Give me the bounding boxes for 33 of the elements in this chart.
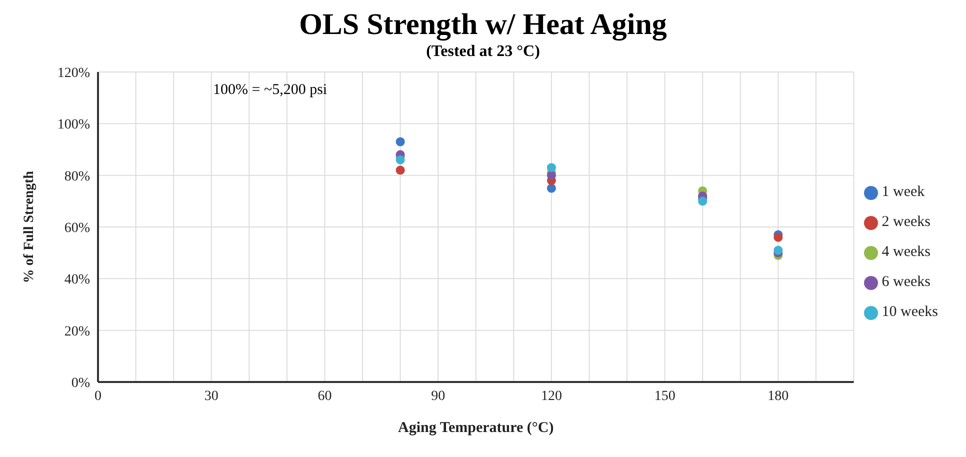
y-tick-label: 80% (64, 169, 90, 184)
x-tick-label: 30 (204, 388, 218, 404)
y-tick-label: 20% (64, 324, 90, 340)
point (546, 170, 556, 180)
x-tick-label: 120 (540, 388, 562, 404)
point (546, 163, 556, 172)
point (774, 232, 783, 242)
point (396, 166, 405, 175)
y-axis-title: % of Full Strength (22, 170, 37, 284)
legend-label: 1 week (882, 184, 925, 200)
point (698, 196, 708, 206)
legend-label: 6 weeks (882, 274, 930, 290)
legend-label: 4 weeks (882, 244, 930, 260)
y-tick-label: 100% (57, 118, 90, 133)
chart-subtitle: (Tested at 23 °C) (425, 42, 541, 62)
y-tick-label: 120% (57, 66, 90, 81)
point (396, 137, 405, 146)
legend-label: 2 weeks (882, 214, 930, 230)
x-tick-label: 60 (318, 388, 332, 404)
x-tick-label: 0 (94, 388, 102, 404)
y-tick-label: 0% (71, 376, 90, 391)
x-tick-label: 90 (431, 388, 446, 404)
x-tick-label: 180 (768, 388, 789, 404)
x-tick-label: 150 (654, 388, 676, 404)
y-tick-label: 40% (64, 272, 90, 288)
annotation: 100% = ~5,200 psi (213, 82, 328, 99)
point (396, 155, 405, 164)
y-tick-label: 60% (64, 220, 90, 236)
legend-label: 10 weeks (882, 304, 938, 320)
point (774, 246, 783, 255)
x-axis-title: Aging Temperature (°C) (398, 420, 554, 436)
point (546, 184, 556, 193)
chart-title: OLS Strength w/ Heat Aging (298, 8, 668, 42)
